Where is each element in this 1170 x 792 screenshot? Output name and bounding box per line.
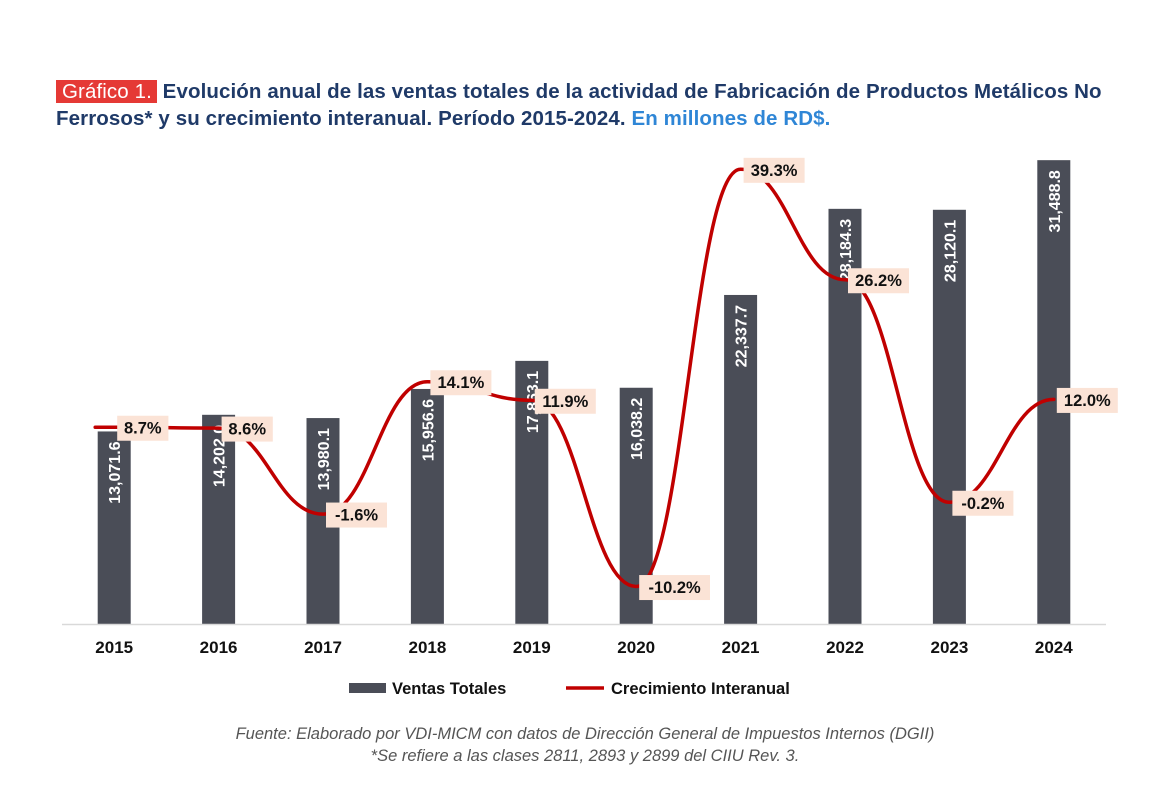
line-point-2023: [947, 500, 951, 504]
bar-value-label-2018: 15,956.6: [420, 399, 437, 461]
x-tick-label-2024: 2024: [1035, 638, 1073, 657]
x-tick-label-2021: 2021: [722, 638, 760, 657]
bar-value-label-2022: 28,184.3: [838, 219, 855, 281]
growth-label-bg-2018: [430, 370, 492, 396]
chart-title: Gráfico 1. Evolución anual de las ventas…: [56, 78, 1126, 132]
line-point-2018: [425, 380, 429, 384]
bar-2023: [932, 209, 966, 624]
x-tick-label-2019: 2019: [513, 638, 551, 657]
line-point-2015: [112, 425, 116, 429]
growth-label-2016: 8.6%: [228, 421, 266, 439]
bar-2015: [97, 431, 131, 624]
growth-label-2017: -1.6%: [335, 507, 378, 525]
growth-label-bg-2017: [326, 502, 387, 528]
source-note: Fuente: Elaborado por VDI-MICM con datos…: [235, 725, 935, 743]
legend-swatch-ventas: [349, 683, 386, 693]
title-text: Evolución anual de las ventas totales de…: [56, 80, 1102, 130]
title-unit: En millones de RD$.: [631, 107, 831, 130]
line-point-2016: [217, 426, 221, 430]
growth-label-2021: 39.3%: [751, 162, 798, 180]
bar-2016: [202, 414, 236, 624]
growth-label-2024: 12.0%: [1064, 392, 1111, 410]
x-tick-label-2018: 2018: [408, 638, 446, 657]
x-tick-label-2015: 2015: [95, 638, 133, 657]
line-point-2020: [634, 585, 638, 589]
x-tick-label-2023: 2023: [930, 638, 968, 657]
bar-2018: [410, 388, 444, 624]
bar-value-label-2021: 22,337.7: [734, 305, 751, 367]
growth-label-2020: -10.2%: [648, 579, 701, 597]
growth-label-bg-2021: [743, 157, 805, 183]
x-tick-label-2022: 2022: [826, 638, 864, 657]
growth-label-bg-2024: [1056, 387, 1118, 413]
growth-label-bg-2019: [534, 388, 596, 414]
growth-label-2018: 14.1%: [438, 374, 485, 392]
bar-value-label-2020: 16,038.2: [629, 398, 646, 460]
line-point-2019: [530, 398, 534, 402]
line-point-2024: [1052, 397, 1056, 401]
growth-label-2022: 26.2%: [855, 272, 902, 290]
growth-label-bg-2020: [639, 575, 710, 601]
legend-label-ventas: Ventas Totales: [392, 680, 506, 698]
bar-2021: [724, 294, 758, 624]
growth-label-2019: 11.9%: [542, 393, 588, 411]
legend-label-crecimiento: Crecimiento Interanual: [611, 680, 790, 698]
x-tick-label-2020: 2020: [617, 638, 655, 657]
growth-label-bg-2015: [117, 415, 169, 441]
line-point-2017: [321, 512, 325, 516]
bar-value-label-2024: 31,488.8: [1047, 170, 1064, 232]
footnote: *Se refiere a las clases 2811, 2893 y 28…: [370, 747, 800, 765]
growth-label-bg-2022: [848, 268, 909, 294]
line-point-2022: [843, 278, 847, 282]
x-tick-label-2017: 2017: [304, 638, 342, 657]
x-tick-label-2016: 2016: [200, 638, 238, 657]
growth-label-bg-2016: [221, 416, 273, 442]
growth-label-2023: -0.2%: [961, 495, 1004, 513]
growth-label-bg-2023: [952, 490, 1014, 516]
title-badge: Gráfico 1.: [56, 80, 157, 103]
series-line-crecimiento: [93, 167, 1056, 589]
bar-value-label-2015: 13,071.6: [107, 441, 124, 503]
bar-value-label-2023: 28,120.1: [942, 220, 959, 282]
growth-label-2015: 8.7%: [124, 420, 162, 438]
bar-value-label-2017: 13,980.1: [316, 428, 333, 490]
line-point-2021: [739, 167, 743, 171]
